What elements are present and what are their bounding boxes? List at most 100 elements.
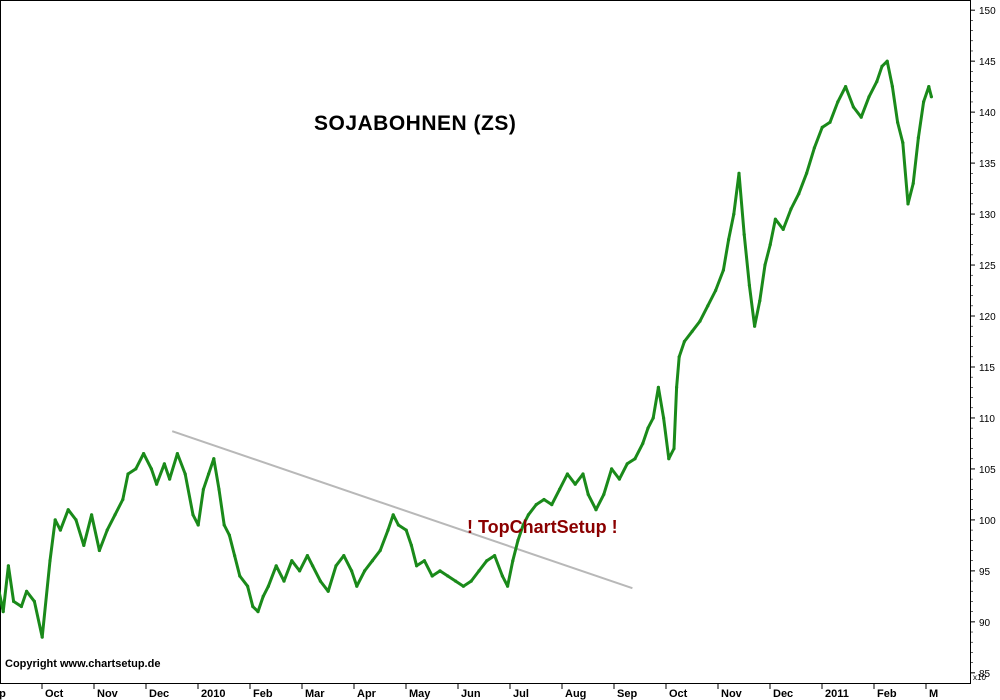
price-point [493, 554, 497, 558]
x-tick-label: Dec [149, 688, 169, 700]
price-point [500, 574, 504, 578]
price-point [126, 472, 130, 476]
price-point [516, 538, 520, 542]
price-point [602, 492, 606, 496]
price-point [378, 548, 382, 553]
price-point [326, 589, 330, 593]
price-point [526, 513, 531, 517]
price-point [656, 385, 661, 389]
y-tick-label: 130 [979, 210, 996, 221]
price-point [90, 513, 94, 517]
price-point [506, 584, 510, 588]
price-point [386, 528, 390, 532]
x-tick-label: Oct [45, 688, 64, 700]
price-point [911, 181, 915, 186]
price-point [828, 120, 832, 124]
x-tick-label: M [929, 688, 938, 700]
price-point [906, 202, 910, 206]
price-point [581, 472, 585, 476]
price-point [682, 339, 687, 344]
price-point [558, 487, 562, 491]
price-point [261, 594, 265, 599]
price-point [890, 85, 895, 89]
x-tick-label: Nov [97, 688, 119, 700]
scale-note: x10 [973, 673, 986, 682]
price-point [768, 243, 772, 247]
price-point [222, 523, 226, 527]
price-point [732, 212, 736, 216]
price-point [97, 548, 101, 553]
price-point [370, 559, 374, 563]
price-point [672, 446, 676, 451]
price-point [298, 569, 302, 573]
price-point [916, 136, 921, 140]
price-point [238, 574, 242, 578]
plot-frame [0, 0, 971, 684]
price-point [19, 604, 23, 609]
y-tick-label: 95 [979, 567, 991, 578]
price-point [820, 125, 824, 129]
y-tick-label: 150 [979, 6, 996, 17]
price-point [149, 467, 153, 471]
price-point [134, 467, 138, 471]
price-point [350, 569, 354, 573]
price-point [742, 232, 746, 237]
price-point [305, 554, 309, 558]
price-point [690, 329, 694, 333]
chart-title: SOJABOHNEN (ZS) [314, 112, 517, 135]
price-point [191, 513, 195, 517]
price-point [875, 80, 879, 84]
price-point [142, 452, 146, 456]
price-point [256, 610, 260, 614]
price-point [662, 416, 666, 420]
price-point [212, 457, 216, 461]
price-point [454, 579, 458, 583]
price-point [763, 263, 767, 267]
price-point [859, 115, 863, 119]
y-tick-label: 135 [979, 159, 996, 170]
price-point [641, 441, 645, 445]
x-tick-label: Sep [617, 688, 637, 700]
x-tick-label: 2010 [201, 688, 225, 700]
price-point [521, 523, 525, 527]
y-tick-label: 120 [979, 312, 996, 323]
price-point [311, 564, 315, 568]
price-point [40, 635, 44, 639]
x-tick-label: Jul [513, 688, 529, 700]
price-point [246, 584, 250, 588]
price-point [105, 528, 109, 532]
price-point [446, 574, 450, 578]
price-point [318, 579, 322, 583]
price-point [461, 584, 465, 588]
price-point [58, 528, 63, 532]
price-point [409, 543, 413, 548]
price-point [251, 604, 255, 609]
price-point [922, 100, 926, 104]
price-point [404, 528, 408, 532]
x-tick-label: Feb [877, 688, 897, 700]
trendline [171, 430, 633, 590]
price-point [927, 85, 931, 89]
price-point [25, 589, 29, 593]
price-point [851, 105, 856, 109]
price-point [610, 467, 614, 471]
x-tick-label: Jun [461, 688, 481, 700]
price-point [773, 217, 778, 221]
price-point [698, 319, 702, 323]
y-tick-label: 110 [979, 414, 995, 425]
price-point [880, 64, 884, 68]
price-point [836, 100, 840, 104]
price-point [6, 564, 10, 568]
x-tick-label: 2011 [825, 688, 849, 700]
price-point [573, 482, 577, 486]
price-point [929, 95, 934, 99]
y-tick-label: 125 [979, 261, 996, 272]
price-point [789, 207, 793, 211]
price-point [534, 503, 538, 507]
price-point [511, 559, 515, 563]
price-point [363, 569, 367, 573]
x-tick-label: Oct [669, 688, 688, 700]
y-tick-label: 105 [979, 465, 996, 476]
price-point [737, 171, 741, 175]
